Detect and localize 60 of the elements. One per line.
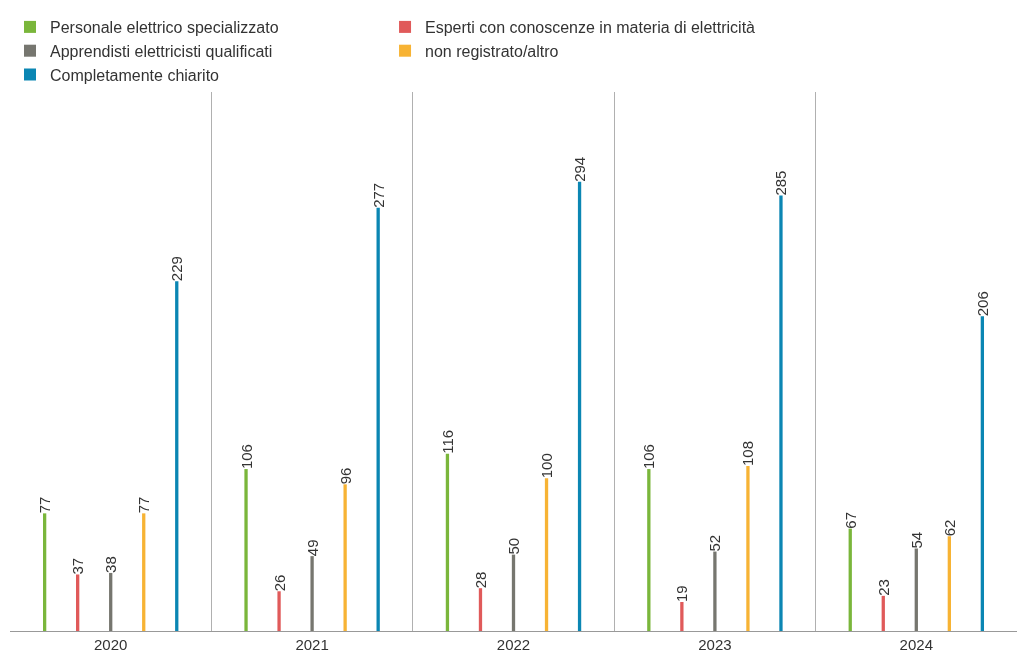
bar xyxy=(848,528,852,631)
data-label: 62 xyxy=(940,519,958,537)
legend-label: Personale elettrico specializzato xyxy=(50,19,279,37)
bar xyxy=(647,469,651,631)
bar xyxy=(713,551,717,631)
bar xyxy=(980,316,985,631)
data-label: 77 xyxy=(135,496,153,514)
x-tick-label: 2021 xyxy=(295,636,329,653)
x-tick-label: 2024 xyxy=(899,636,933,653)
data-label: 49 xyxy=(303,539,321,557)
bar xyxy=(779,195,783,631)
bar xyxy=(343,484,347,631)
legend-label: Completamente chiarito xyxy=(50,66,220,84)
legend-label: non registrato/altro xyxy=(425,42,559,60)
data-label: 28 xyxy=(471,571,489,589)
bar xyxy=(478,588,483,631)
data-label: 106 xyxy=(640,444,658,470)
data-label: 67 xyxy=(841,511,859,529)
bar xyxy=(142,513,146,631)
legend-label: Apprendisti elettricisti qualificati xyxy=(50,42,273,60)
data-label: 229 xyxy=(168,256,186,282)
data-label: 106 xyxy=(237,444,255,470)
bar xyxy=(175,281,179,631)
bar xyxy=(244,469,248,631)
bar xyxy=(914,548,918,631)
bar xyxy=(109,572,113,631)
data-label: 206 xyxy=(973,291,991,317)
bar xyxy=(746,466,750,631)
legend-label: Esperti con conoscenze in materia di elettricità xyxy=(425,19,756,37)
data-label: 23 xyxy=(874,579,892,596)
data-label: 52 xyxy=(706,534,724,552)
data-label: 100 xyxy=(538,453,556,479)
bar xyxy=(42,513,47,631)
bar xyxy=(947,536,951,631)
data-label: 54 xyxy=(907,531,925,549)
bar xyxy=(310,556,314,631)
data-label: 19 xyxy=(673,585,691,602)
x-tick-label: 2022 xyxy=(496,636,531,653)
bar xyxy=(680,601,684,631)
data-label: 38 xyxy=(102,556,120,573)
data-label: 50 xyxy=(505,537,522,555)
data-label: 37 xyxy=(69,557,87,575)
data-label: 294 xyxy=(571,156,589,182)
x-tick-label: 2020 xyxy=(94,636,128,653)
bar xyxy=(277,591,281,631)
data-label: 116 xyxy=(438,429,456,454)
bar xyxy=(445,453,450,631)
data-label: 96 xyxy=(336,467,354,485)
data-label: 108 xyxy=(739,440,757,466)
bar xyxy=(544,478,549,631)
x-tick-label: 2023 xyxy=(698,636,732,653)
bar xyxy=(76,574,80,631)
bar xyxy=(881,595,885,631)
data-label: 277 xyxy=(369,182,387,208)
bar xyxy=(511,554,516,631)
data-label: 77 xyxy=(36,496,54,514)
data-label: 285 xyxy=(772,170,790,196)
bar xyxy=(376,207,380,631)
data-label: 26 xyxy=(270,574,288,592)
bar xyxy=(577,181,582,631)
